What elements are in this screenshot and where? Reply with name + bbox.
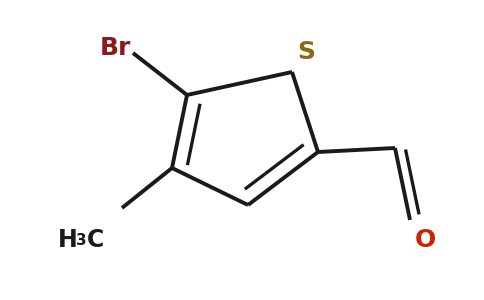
Text: O: O [415,228,436,252]
Text: C: C [87,228,104,252]
Text: 3: 3 [76,233,87,248]
Text: Br: Br [100,36,131,60]
Text: S: S [297,40,315,64]
Text: H: H [58,228,78,252]
